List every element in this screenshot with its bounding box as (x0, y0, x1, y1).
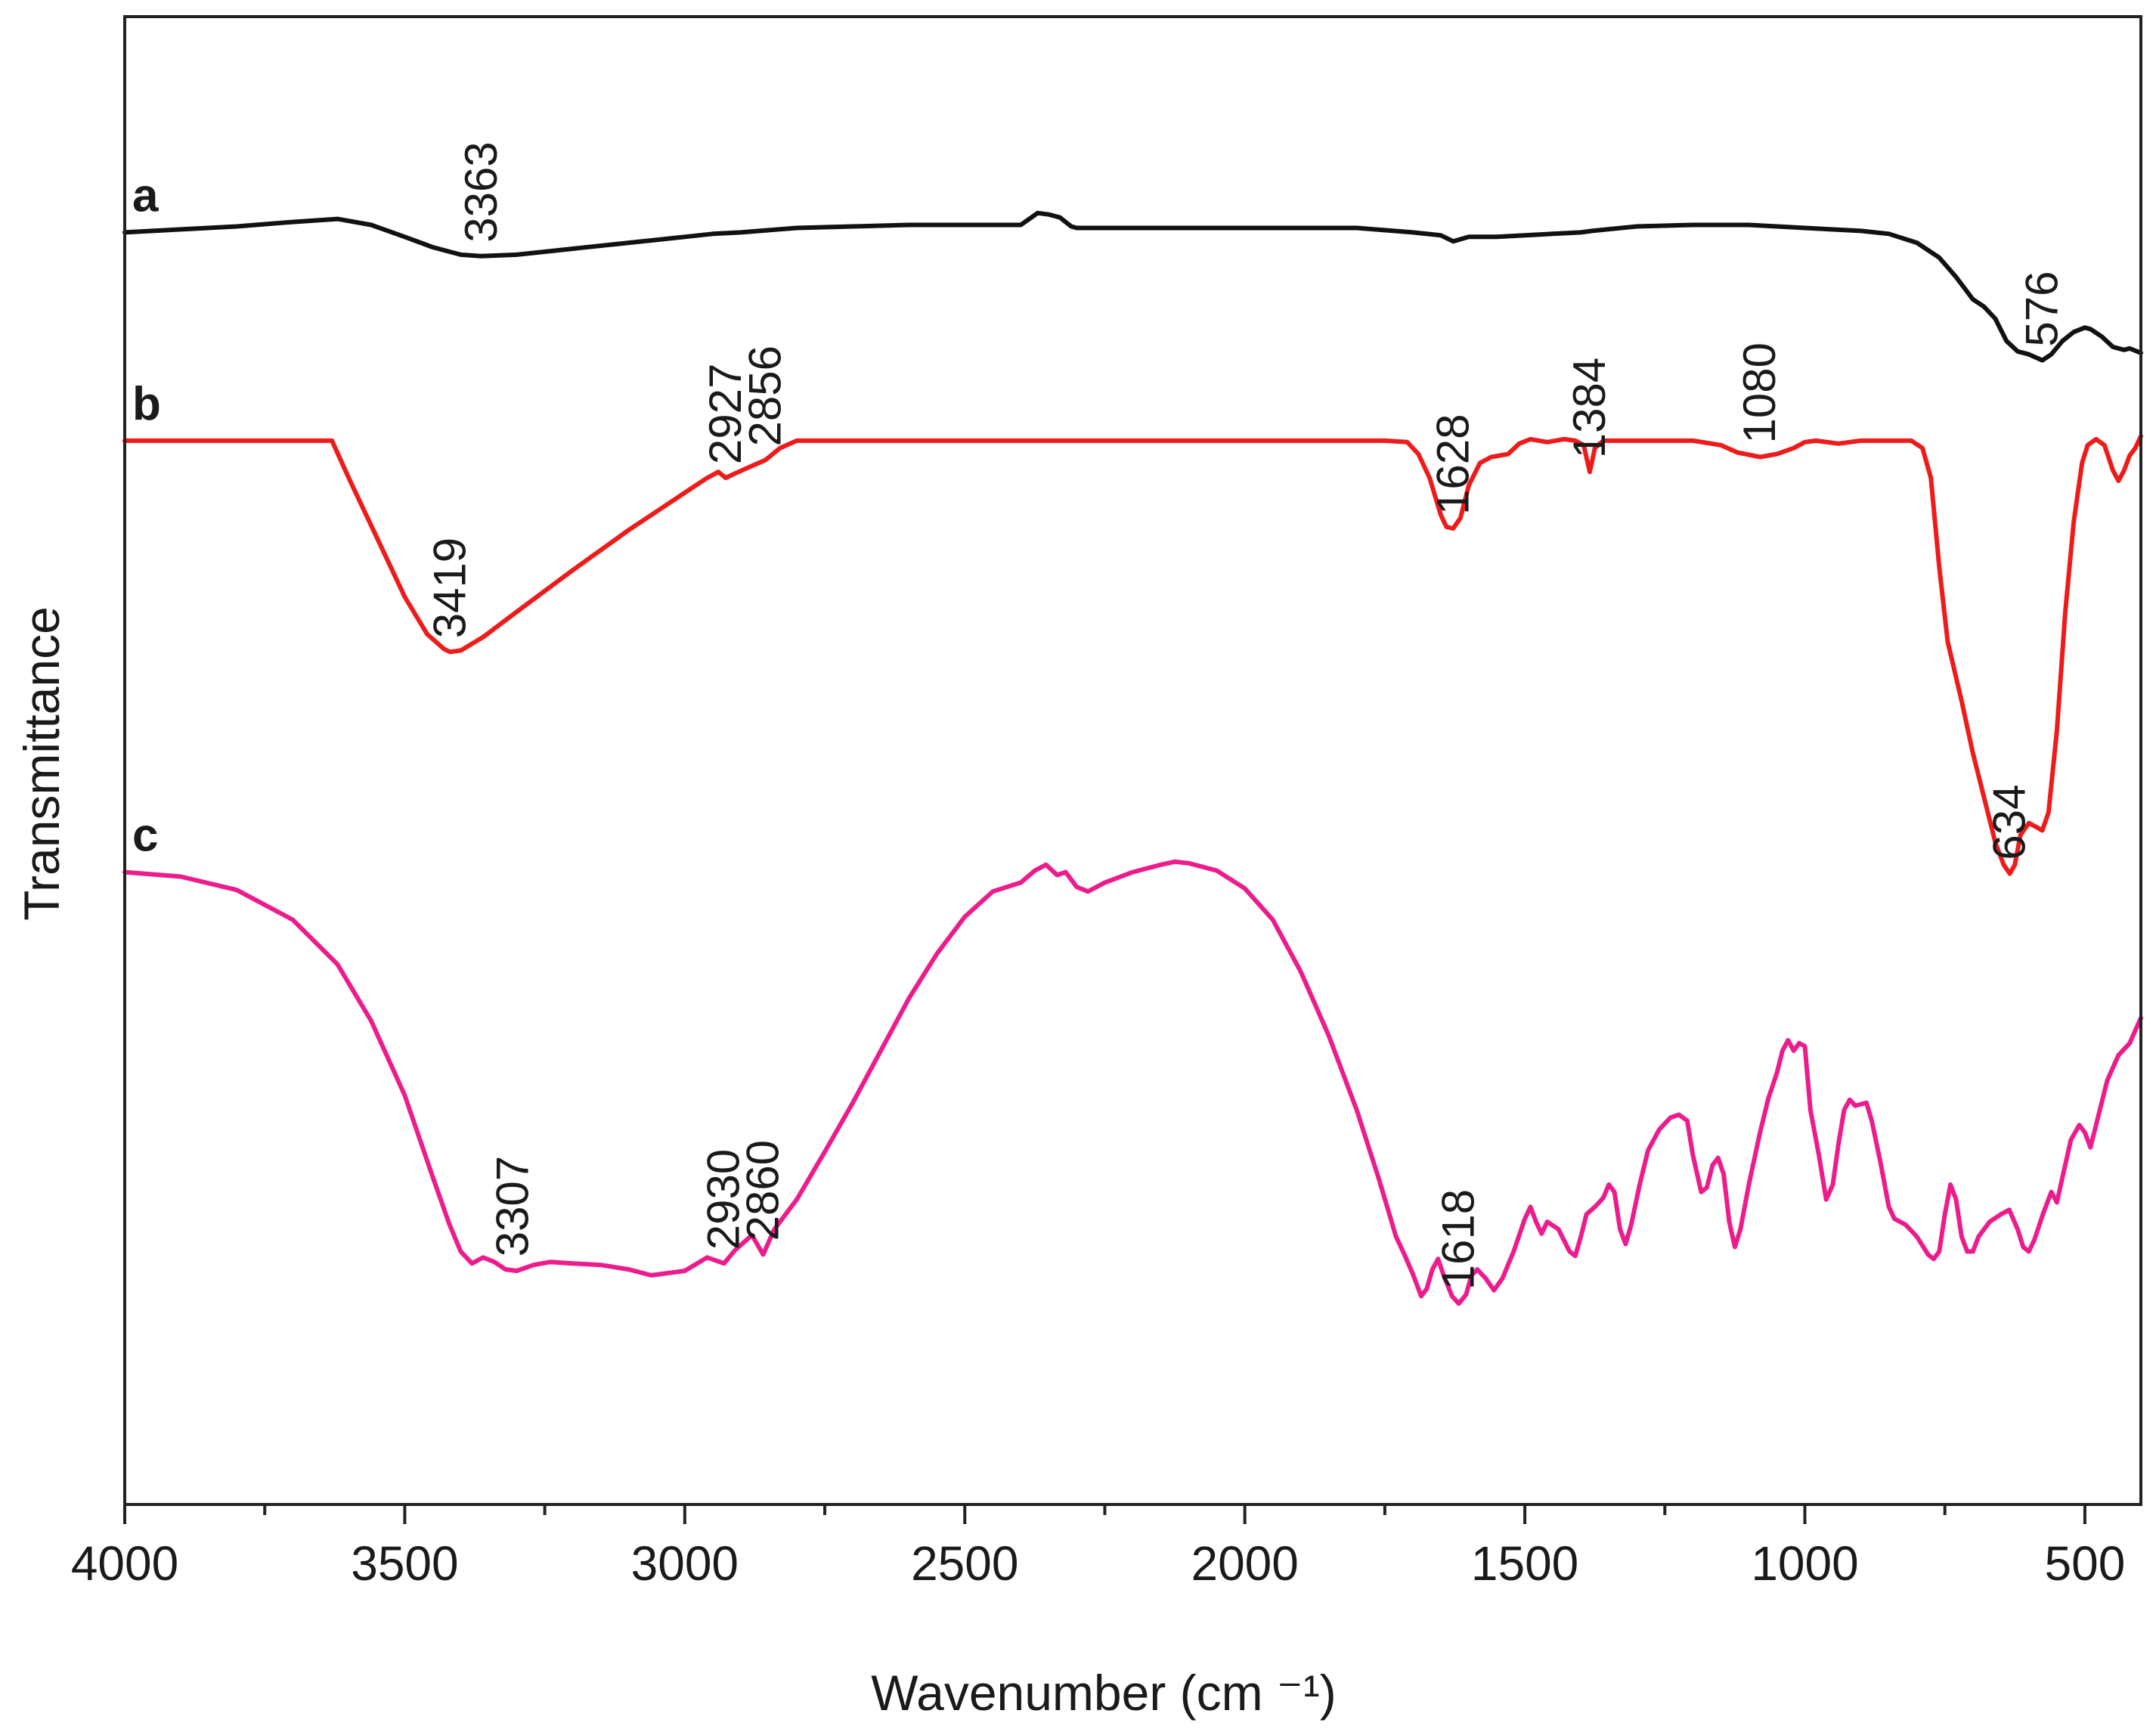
series-c-line (122, 859, 2143, 1306)
x-tick-label: 1000 (1751, 1536, 1858, 1591)
peak-label-b-2856: 2856 (740, 345, 791, 446)
peak-label-b-1384: 1384 (1564, 358, 1615, 458)
x-tick-label: 2000 (1191, 1536, 1298, 1591)
x-tick-label: 3000 (631, 1536, 739, 1591)
peak-label-c-2930: 2930 (699, 1149, 749, 1250)
series-a-line (122, 210, 2143, 363)
x-tick-label: 3500 (351, 1536, 458, 1591)
peak-label-c-3307: 3307 (487, 1156, 537, 1256)
x-tick-label: 500 (2045, 1536, 2126, 1591)
plot-border (123, 15, 2142, 1506)
x-tick-label: 2500 (911, 1536, 1018, 1591)
y-axis-title: Transmittance (14, 606, 70, 921)
peak-label-c-1618: 1618 (1433, 1189, 1484, 1290)
peak-label-b-2927: 2927 (700, 364, 751, 464)
peak-label-b-634: 634 (1984, 784, 2035, 860)
peak-label-a-576: 576 (2017, 271, 2068, 346)
series-label-a: a (132, 169, 159, 222)
x-tick-label: 1500 (1471, 1536, 1578, 1591)
x-axis: 4000 3500 3000 2500 2000 1500 1000 500 (71, 1504, 2125, 1591)
peak-label-b-1080: 1080 (1734, 342, 1785, 443)
series-b-line (122, 434, 2143, 876)
series-label-c: c (132, 810, 158, 862)
plot-area (122, 210, 2143, 1306)
peak-label-c-2860: 2860 (738, 1140, 788, 1241)
plot-frame (123, 15, 2142, 1506)
peak-label-b-1628: 1628 (1427, 414, 1478, 515)
peak-label-b-3419: 3419 (424, 538, 475, 638)
x-tick-label: 4000 (71, 1536, 178, 1591)
series-label-b: b (132, 378, 161, 430)
peak-label-a-3363: 3363 (456, 141, 506, 242)
x-axis-title: Wavenumber (cm ⁻¹) (871, 1665, 1336, 1721)
